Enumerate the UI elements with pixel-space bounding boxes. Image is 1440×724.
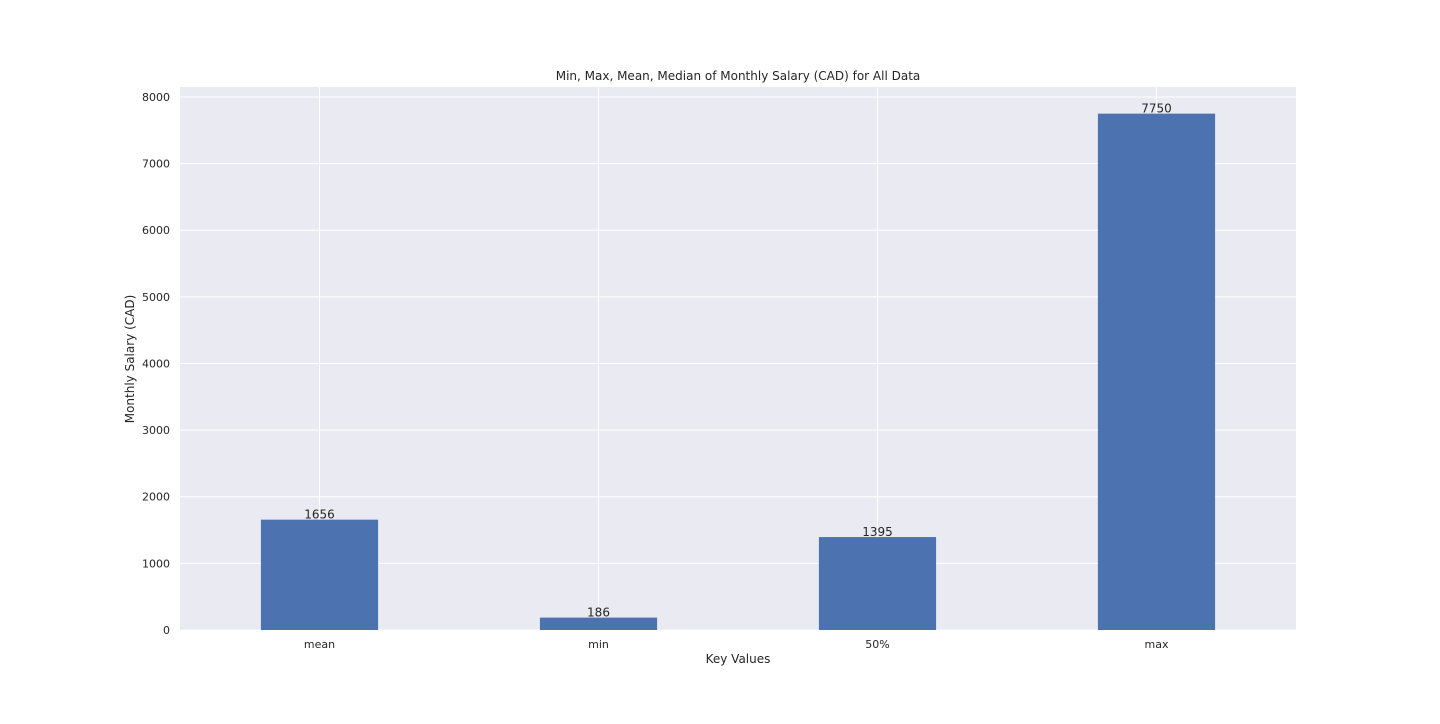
y-tick-label: 8000 (142, 91, 170, 104)
data-label: 186 (587, 606, 610, 620)
data-label: 1656 (304, 508, 335, 522)
y-axis-label: Monthly Salary (CAD) (123, 295, 137, 424)
data-label: 1395 (862, 525, 893, 539)
bar-min (539, 617, 658, 630)
y-tick-label: 5000 (142, 291, 170, 304)
y-tick-labels: 0 1000 2000 3000 4000 5000 6000 7000 8000 (142, 91, 170, 637)
data-label: 7750 (1141, 102, 1172, 116)
bar-50% (818, 537, 937, 630)
x-axis-label: Key Values (706, 652, 771, 666)
bar-max (1097, 113, 1216, 630)
bars (260, 113, 1216, 630)
y-tick-label: 0 (163, 624, 170, 637)
data-labels: 1656 186 1395 7750 (304, 102, 1172, 620)
y-tick-label: 1000 (142, 557, 170, 570)
y-tick-label: 6000 (142, 224, 170, 237)
y-tick-label: 7000 (142, 158, 170, 171)
x-tick-label: mean (304, 638, 335, 651)
x-tick-label: min (588, 638, 609, 651)
chart-title: Min, Max, Mean, Median of Monthly Salary… (556, 69, 921, 83)
x-tick-labels: mean min 50% max (304, 638, 1169, 651)
y-tick-label: 3000 (142, 424, 170, 437)
x-tick-label: 50% (865, 638, 889, 651)
y-tick-label: 4000 (142, 357, 170, 370)
bar-mean (260, 519, 379, 630)
y-tick-label: 2000 (142, 491, 170, 504)
x-tick-label: max (1145, 638, 1169, 651)
